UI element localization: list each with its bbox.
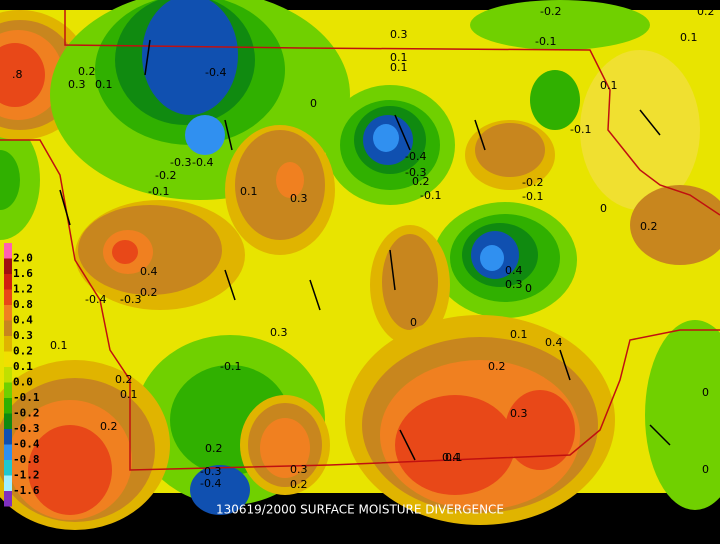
contour-label: -0.4 — [200, 477, 221, 490]
contour-label: 0.3 — [290, 463, 308, 476]
contour-label: 0.2 — [100, 420, 118, 433]
legend-swatch — [4, 274, 12, 290]
contour-label: -0.1 — [522, 190, 543, 203]
contour-label: 0.1 — [445, 451, 463, 464]
contour-label: 0.2 — [697, 5, 715, 18]
legend-swatch — [4, 320, 12, 336]
contour-label: 0.1 — [50, 339, 68, 352]
legend-label: -0.1 — [13, 391, 40, 404]
legend-swatch — [4, 413, 12, 429]
contour-label: 0.1 — [600, 79, 618, 92]
legend-label: -0.8 — [13, 453, 40, 466]
contour-label: 0.1 — [510, 328, 528, 341]
legend-swatch — [4, 367, 12, 383]
contour-label: 0.2 — [290, 478, 308, 491]
contour-label: -0.3 — [200, 465, 221, 478]
contour-label: 0 — [600, 202, 607, 215]
contour-label: -0.1 — [535, 35, 556, 48]
legend-swatch — [4, 491, 12, 507]
legend-label: -1.2 — [13, 469, 40, 482]
contour-label: -0.1 — [148, 185, 169, 198]
contour-label: -0.1 — [220, 360, 241, 373]
contour-label: 0.3 — [505, 278, 523, 291]
legend-label: -0.2 — [13, 407, 40, 420]
contour-label: -0.3 — [405, 166, 426, 179]
contour-label: 0.3 — [68, 78, 86, 91]
legend-swatch — [4, 382, 12, 398]
legend-swatch — [4, 429, 12, 445]
field — [0, 0, 720, 530]
legend-swatch — [4, 305, 12, 321]
legend: 2.0 1.6 1.2 0.8 0.4 0.3 0.2 0.1 0.0 -0.1 -0.2 -0.3 -… — [4, 243, 40, 507]
contour-label: -0.4 — [405, 150, 426, 163]
legend-swatch — [4, 243, 12, 259]
legend-swatch — [4, 398, 12, 414]
legend-label: 2.0 — [13, 252, 33, 265]
contour-label: 0 — [525, 282, 532, 295]
legend-label: -1.6 — [13, 484, 40, 497]
legend-label: 1.2 — [13, 283, 33, 296]
contour-label: 0.3 — [510, 407, 528, 420]
contour-label: 0.4 — [545, 336, 563, 349]
legend-swatch — [4, 444, 12, 460]
contour-label: -0.1 — [570, 123, 591, 136]
contour-label: 0.2 — [412, 175, 430, 188]
contour-label: 0.2 — [640, 220, 658, 233]
legend-label: 0.4 — [13, 314, 33, 327]
wind-barbs — [59, 39, 671, 461]
contour-label: 0 — [410, 316, 417, 329]
contour-label: 0.3 — [270, 326, 288, 339]
contour-label: .8 — [12, 68, 23, 81]
legend-swatch — [4, 351, 12, 367]
legend-swatch — [4, 336, 12, 352]
legend-label: -0.3 — [13, 422, 40, 435]
contour-label: 0 — [702, 463, 709, 476]
contour-label: -0.2 — [522, 176, 543, 189]
contour-label: 0.1 — [95, 78, 113, 91]
contour-label: -0.3 — [170, 156, 191, 169]
legend-swatch — [4, 289, 12, 305]
contour-label: 0.1 — [680, 31, 698, 44]
contour-label: 0.1 — [390, 61, 408, 74]
legend-label: 0.8 — [13, 298, 33, 311]
caption: 130619/2000 SURFACE MOISTURE DIVERGENCE — [216, 503, 504, 517]
boundaries — [0, 10, 720, 471]
contour-label: 0.2 — [140, 286, 158, 299]
contour-label: -0.3 — [120, 293, 141, 306]
contour-label: -0.2 — [540, 5, 561, 18]
contour-label: -0.1 — [420, 189, 441, 202]
contour-label: -0.2 — [155, 169, 176, 182]
contour-label: 0.3 — [390, 28, 408, 41]
contour-label: -0.4 — [205, 66, 226, 79]
contour-label: 0.4 — [505, 264, 523, 277]
contour-label: 0 — [702, 386, 709, 399]
contour-label: 0.1 — [120, 388, 138, 401]
contour-label: -0.4 — [85, 293, 106, 306]
legend-swatch — [4, 460, 12, 476]
contour-labels: 0.30.10.1-0.2-0.10.20.1.8 0.20.3 0.1-0.400… — [12, 5, 715, 491]
legend-label: 0.0 — [13, 376, 33, 389]
contour-label: 0.4 — [140, 265, 158, 278]
legend-label: 1.6 — [13, 267, 33, 280]
legend-swatch — [4, 258, 12, 274]
contour-label: 0.2 — [205, 442, 223, 455]
contour-label: 0.1 — [240, 185, 258, 198]
contour-label: 0 — [310, 97, 317, 110]
legend-label: -0.4 — [13, 438, 40, 451]
contour-label: -0.4 — [192, 156, 213, 169]
contour-label: 0.4 — [442, 451, 460, 464]
contour-label: 0.1 — [390, 51, 408, 64]
legend-label: 0.1 — [13, 360, 33, 373]
legend-label: 0.3 — [13, 329, 33, 342]
legend-label: 0.2 — [13, 345, 33, 358]
contour-label: 0.2 — [488, 360, 506, 373]
contour-label: 0.2 — [115, 373, 133, 386]
contour-label: 0.3 — [290, 192, 308, 205]
legend-swatch — [4, 475, 12, 491]
contour-label: 0.2 — [78, 65, 96, 78]
